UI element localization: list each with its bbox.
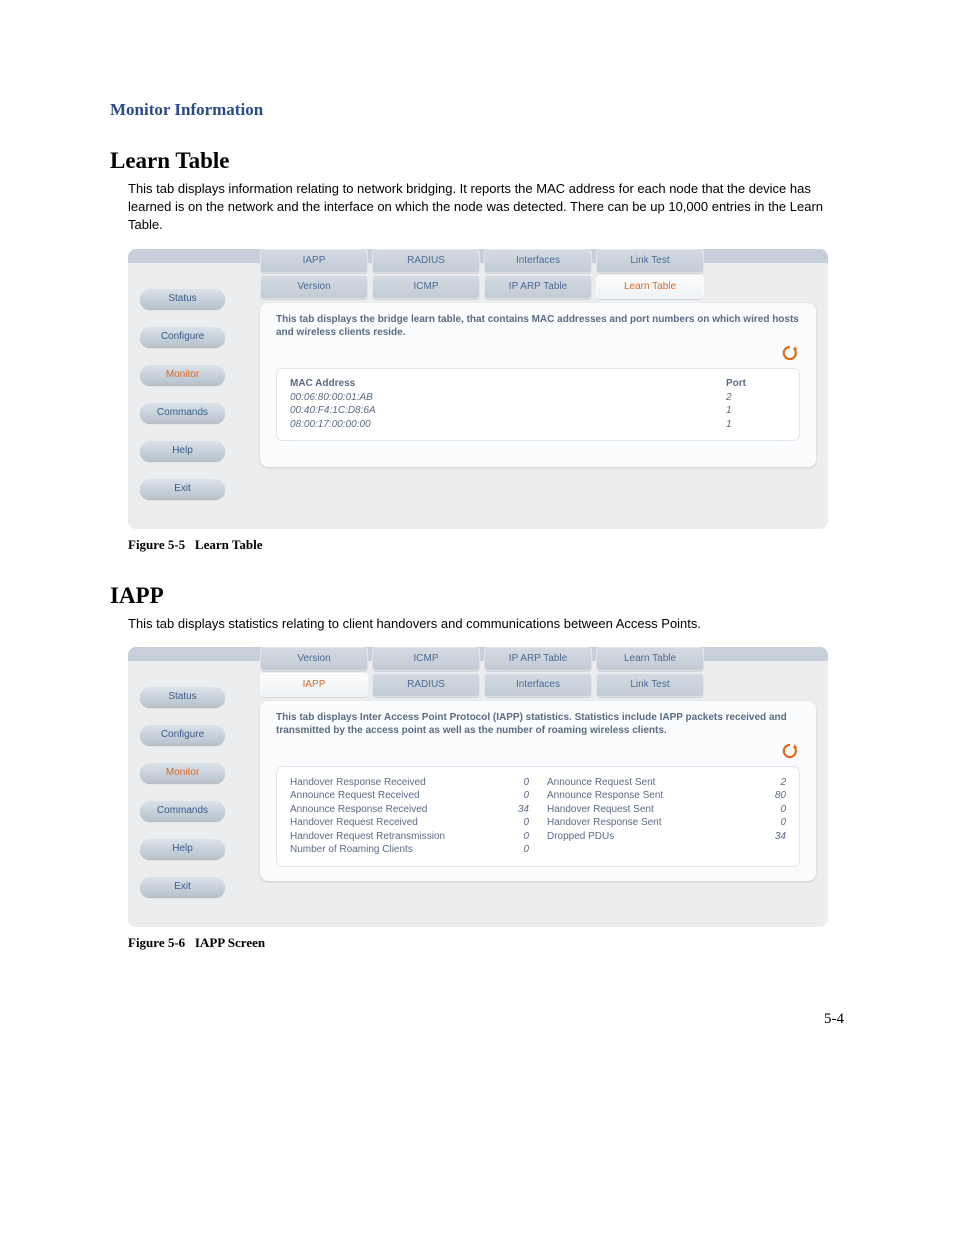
stat-label: Handover Request Received (290, 816, 499, 830)
tab-row-top: Version ICMP IP ARP Table Learn Table (260, 647, 816, 671)
page-number: 5-4 (110, 1011, 844, 1028)
stat-label: Announce Request Received (290, 789, 499, 803)
stat-value: 34 (499, 803, 529, 817)
tab-interfaces[interactable]: Interfaces (484, 673, 592, 697)
iapp-description: This tab displays statistics relating to… (128, 615, 844, 633)
tab-learntable[interactable]: Learn Table (596, 647, 704, 671)
port-header: Port (726, 378, 786, 389)
tab-version[interactable]: Version (260, 275, 368, 299)
figure-5-6-caption: Figure 5-6 IAPP Screen (128, 935, 844, 951)
learn-table-panel: This tab displays the bridge learn table… (260, 303, 816, 467)
tab-iapp[interactable]: IAPP (260, 249, 368, 273)
caption-text: IAPP Screen (195, 935, 265, 950)
tab-linktest[interactable]: Link Test (596, 249, 704, 273)
stat-label: Announce Request Sent (547, 776, 756, 790)
learn-table-heading: Learn Table (110, 148, 844, 174)
mac-address-value: 08:00:17:00:00:00 (290, 418, 726, 432)
port-value: 1 (726, 404, 786, 418)
tab-interfaces[interactable]: Interfaces (484, 249, 592, 273)
sidebar-item-monitor[interactable]: Monitor (140, 763, 225, 783)
sidebar-item-configure[interactable]: Configure (140, 725, 225, 745)
learn-table-description: This tab displays information relating t… (128, 180, 844, 235)
mac-address-header: MAC Address (290, 378, 726, 389)
stat-label: Announce Response Sent (547, 789, 756, 803)
mac-address-value: 00:06:80:00:01:AB (290, 391, 726, 405)
sidebar-item-help[interactable]: Help (140, 839, 225, 859)
learn-table-data: MAC Address 00:06:80:00:01:AB 00:40:F4:1… (276, 368, 800, 442)
tab-version[interactable]: Version (260, 647, 368, 671)
sidebar-item-commands[interactable]: Commands (140, 403, 225, 423)
section-header: Monitor Information (110, 100, 844, 120)
iapp-panel: This tab displays Inter Access Point Pro… (260, 701, 816, 881)
sidebar-nav: Status Configure Monitor Commands Help E… (128, 661, 260, 927)
caption-number: Figure 5-6 (128, 935, 185, 950)
stat-value: 0 (499, 789, 529, 803)
sidebar-item-status[interactable]: Status (140, 687, 225, 707)
sidebar-item-commands[interactable]: Commands (140, 801, 225, 821)
stat-value: 80 (756, 789, 786, 803)
stat-value: 0 (499, 843, 529, 857)
tab-row-bottom: IAPP RADIUS Interfaces Link Test (260, 673, 816, 697)
stat-value: 0 (499, 830, 529, 844)
sidebar-item-status[interactable]: Status (140, 289, 225, 309)
stat-value: 0 (756, 803, 786, 817)
mac-address-value: 00:40:F4:1C:D8:6A (290, 404, 726, 418)
tab-iparptable[interactable]: IP ARP Table (484, 647, 592, 671)
tab-row-top: IAPP RADIUS Interfaces Link Test (260, 249, 816, 273)
tab-learntable[interactable]: Learn Table (596, 275, 704, 299)
refresh-icon[interactable] (780, 743, 800, 759)
sidebar-item-monitor[interactable]: Monitor (140, 365, 225, 385)
stat-value: 0 (499, 776, 529, 790)
figure-5-5-caption: Figure 5-5 Learn Table (128, 537, 844, 553)
iapp-screenshot: Status Configure Monitor Commands Help E… (128, 647, 828, 927)
learn-table-screenshot: Status Configure Monitor Commands Help E… (128, 249, 828, 529)
learn-panel-description: This tab displays the bridge learn table… (276, 313, 800, 339)
iapp-heading: IAPP (110, 583, 844, 609)
stat-value: 34 (756, 830, 786, 844)
sidebar-item-exit[interactable]: Exit (140, 479, 225, 499)
tab-radius[interactable]: RADIUS (372, 673, 480, 697)
iapp-stats-right: Announce Request Sent2 Announce Response… (547, 776, 786, 857)
refresh-icon[interactable] (780, 345, 800, 361)
tab-icmp[interactable]: ICMP (372, 275, 480, 299)
iapp-panel-description: This tab displays Inter Access Point Pro… (276, 711, 800, 737)
iapp-stats-left: Handover Response Received0 Announce Req… (290, 776, 529, 857)
tab-row-bottom: Version ICMP IP ARP Table Learn Table (260, 275, 816, 299)
port-value: 1 (726, 418, 786, 432)
stat-label: Announce Response Received (290, 803, 499, 817)
stat-value: 2 (756, 776, 786, 790)
sidebar-item-configure[interactable]: Configure (140, 327, 225, 347)
tab-iparptable[interactable]: IP ARP Table (484, 275, 592, 299)
iapp-stats-panel: Handover Response Received0 Announce Req… (276, 766, 800, 867)
sidebar-item-exit[interactable]: Exit (140, 877, 225, 897)
caption-text: Learn Table (195, 537, 263, 552)
stat-label: Handover Response Received (290, 776, 499, 790)
sidebar-item-help[interactable]: Help (140, 441, 225, 461)
stat-value: 0 (499, 816, 529, 830)
caption-number: Figure 5-5 (128, 537, 185, 552)
stat-label: Handover Response Sent (547, 816, 756, 830)
sidebar-nav: Status Configure Monitor Commands Help E… (128, 263, 260, 529)
stat-label: Number of Roaming Clients (290, 843, 499, 857)
tab-linktest[interactable]: Link Test (596, 673, 704, 697)
stat-label: Handover Request Retransmission (290, 830, 499, 844)
tab-radius[interactable]: RADIUS (372, 249, 480, 273)
port-value: 2 (726, 391, 786, 405)
stat-label: Handover Request Sent (547, 803, 756, 817)
stat-label: Dropped PDUs (547, 830, 756, 844)
stat-value: 0 (756, 816, 786, 830)
tab-icmp[interactable]: ICMP (372, 647, 480, 671)
tab-iapp[interactable]: IAPP (260, 673, 368, 697)
